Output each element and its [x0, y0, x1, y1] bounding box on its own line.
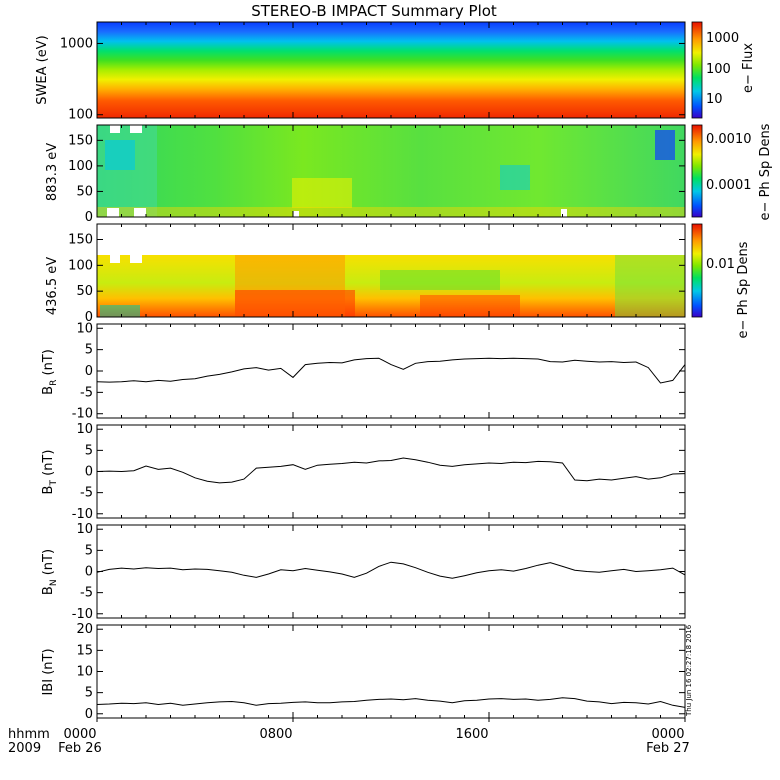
swea-colorbar-tick: 10 [706, 92, 723, 107]
field-trace [96, 357, 686, 384]
swea-heatmap [97, 22, 685, 118]
y-tick-label: 0 [85, 310, 93, 325]
y-tick-label: 1000 [60, 36, 93, 51]
corner-hhmm: hhmm [8, 727, 50, 742]
panel-frame [96, 424, 686, 519]
pad-883-colorbar [691, 124, 703, 218]
y-tick-label: 10 [76, 522, 93, 537]
y-tick-label: -5 [80, 486, 93, 501]
swea-colorbar [691, 21, 703, 119]
pad-436-ylabel: 436.5 eV [45, 257, 60, 315]
bn-ylabel-sub: N [49, 579, 59, 586]
swea-colorbar-tick: 1000 [706, 31, 739, 46]
y-tick-label: -5 [80, 385, 93, 400]
y-tick-label: 150 [68, 133, 93, 148]
field-trace [96, 457, 686, 484]
bn-ylabel: BN (nT) [41, 549, 59, 595]
bmag-ylabel-main: IBI [41, 679, 56, 696]
figure-title: STEREO-B IMPACT Summary Plot [251, 2, 497, 20]
x-tick-label-1: 0800 [259, 727, 292, 742]
generation-timestamp: Thu Jun 16 02:27:18 2016 [685, 624, 693, 717]
panel-frame [96, 624, 686, 719]
y-tick-label: 10 [76, 422, 93, 437]
bt-ylabel: BT (nT) [41, 450, 59, 495]
pad-436-colorbar-tick: 0.01 [706, 257, 735, 272]
y-tick-label: 0 [85, 465, 93, 480]
x-tick-label-0: 0000 [63, 727, 96, 742]
x-tick-label-2: 1600 [455, 727, 488, 742]
pad-883-ylabel: 883.3 eV [45, 143, 60, 201]
bmag-ylabel-unit: (nT) [41, 648, 56, 678]
y-tick-label: -10 [72, 507, 93, 522]
swea-colorbar-label: e− Flux [741, 43, 756, 93]
y-tick-label: -5 [80, 586, 93, 601]
x-date-start: Feb 26 [58, 741, 102, 756]
y-tick-label: 15 [76, 643, 93, 658]
pad-436-colorbar-label: e− Ph Sp Dens [736, 241, 751, 338]
y-tick-label: 0 [85, 364, 93, 379]
y-tick-label: 50 [76, 284, 93, 299]
br-ylabel-main: B [41, 386, 56, 395]
x-date-end: Feb 27 [646, 741, 690, 756]
field-trace [96, 697, 686, 708]
bmag-ylabel: IBI (nT) [41, 648, 56, 695]
corner-year: 2009 [8, 741, 41, 756]
pad-436-colorbar [691, 223, 703, 318]
y-tick-label: -10 [72, 407, 93, 422]
panels-layer: 1001000050100150050100150-10-50510-10-50… [60, 21, 686, 722]
y-tick-label: 100 [68, 258, 93, 273]
bt-ylabel-sub: T [49, 480, 59, 487]
y-tick-label: 100 [68, 159, 93, 174]
y-tick-label: 5 [85, 443, 93, 458]
y-tick-label: 50 [76, 184, 93, 199]
y-tick-label: 20 [76, 622, 93, 637]
br-ylabel-sub: R [49, 380, 59, 386]
bn-ylabel-unit: (nT) [41, 549, 56, 579]
y-tick-label: 10 [76, 665, 93, 680]
pad-883-heatmap [97, 125, 685, 217]
x-tick-label-3: 0000 [651, 727, 684, 742]
br-ylabel: BR (nT) [41, 349, 59, 395]
y-tick-label: 10 [76, 321, 93, 336]
bt-ylabel-unit: (nT) [41, 450, 56, 480]
swea-ylabel: SWEA (eV) [35, 35, 50, 104]
y-tick-label: 5 [85, 543, 93, 558]
pad-436-heatmap [97, 255, 685, 317]
bt-ylabel-main: B [41, 486, 56, 495]
y-tick-label: 0 [85, 707, 93, 722]
panel-frame [96, 524, 686, 619]
panel-frame [96, 323, 686, 419]
y-tick-label: 5 [85, 343, 93, 358]
br-ylabel-unit: (nT) [41, 349, 56, 379]
swea-colorbar-tick: 100 [706, 62, 731, 77]
y-tick-label: -10 [72, 607, 93, 622]
y-tick-label: 0 [85, 565, 93, 580]
y-tick-label: 0 [85, 210, 93, 225]
field-trace [96, 561, 686, 579]
pad-883-colorbar-tick: 0.0010 [706, 132, 752, 147]
pad-883-colorbar-label: e− Ph Sp Dens [758, 123, 773, 220]
y-tick-label: 150 [68, 233, 93, 248]
y-tick-label: 100 [68, 108, 93, 123]
y-tick-label: 5 [85, 686, 93, 701]
bn-ylabel-main: B [41, 586, 56, 595]
pad-883-colorbar-tick: 0.0001 [706, 178, 752, 193]
